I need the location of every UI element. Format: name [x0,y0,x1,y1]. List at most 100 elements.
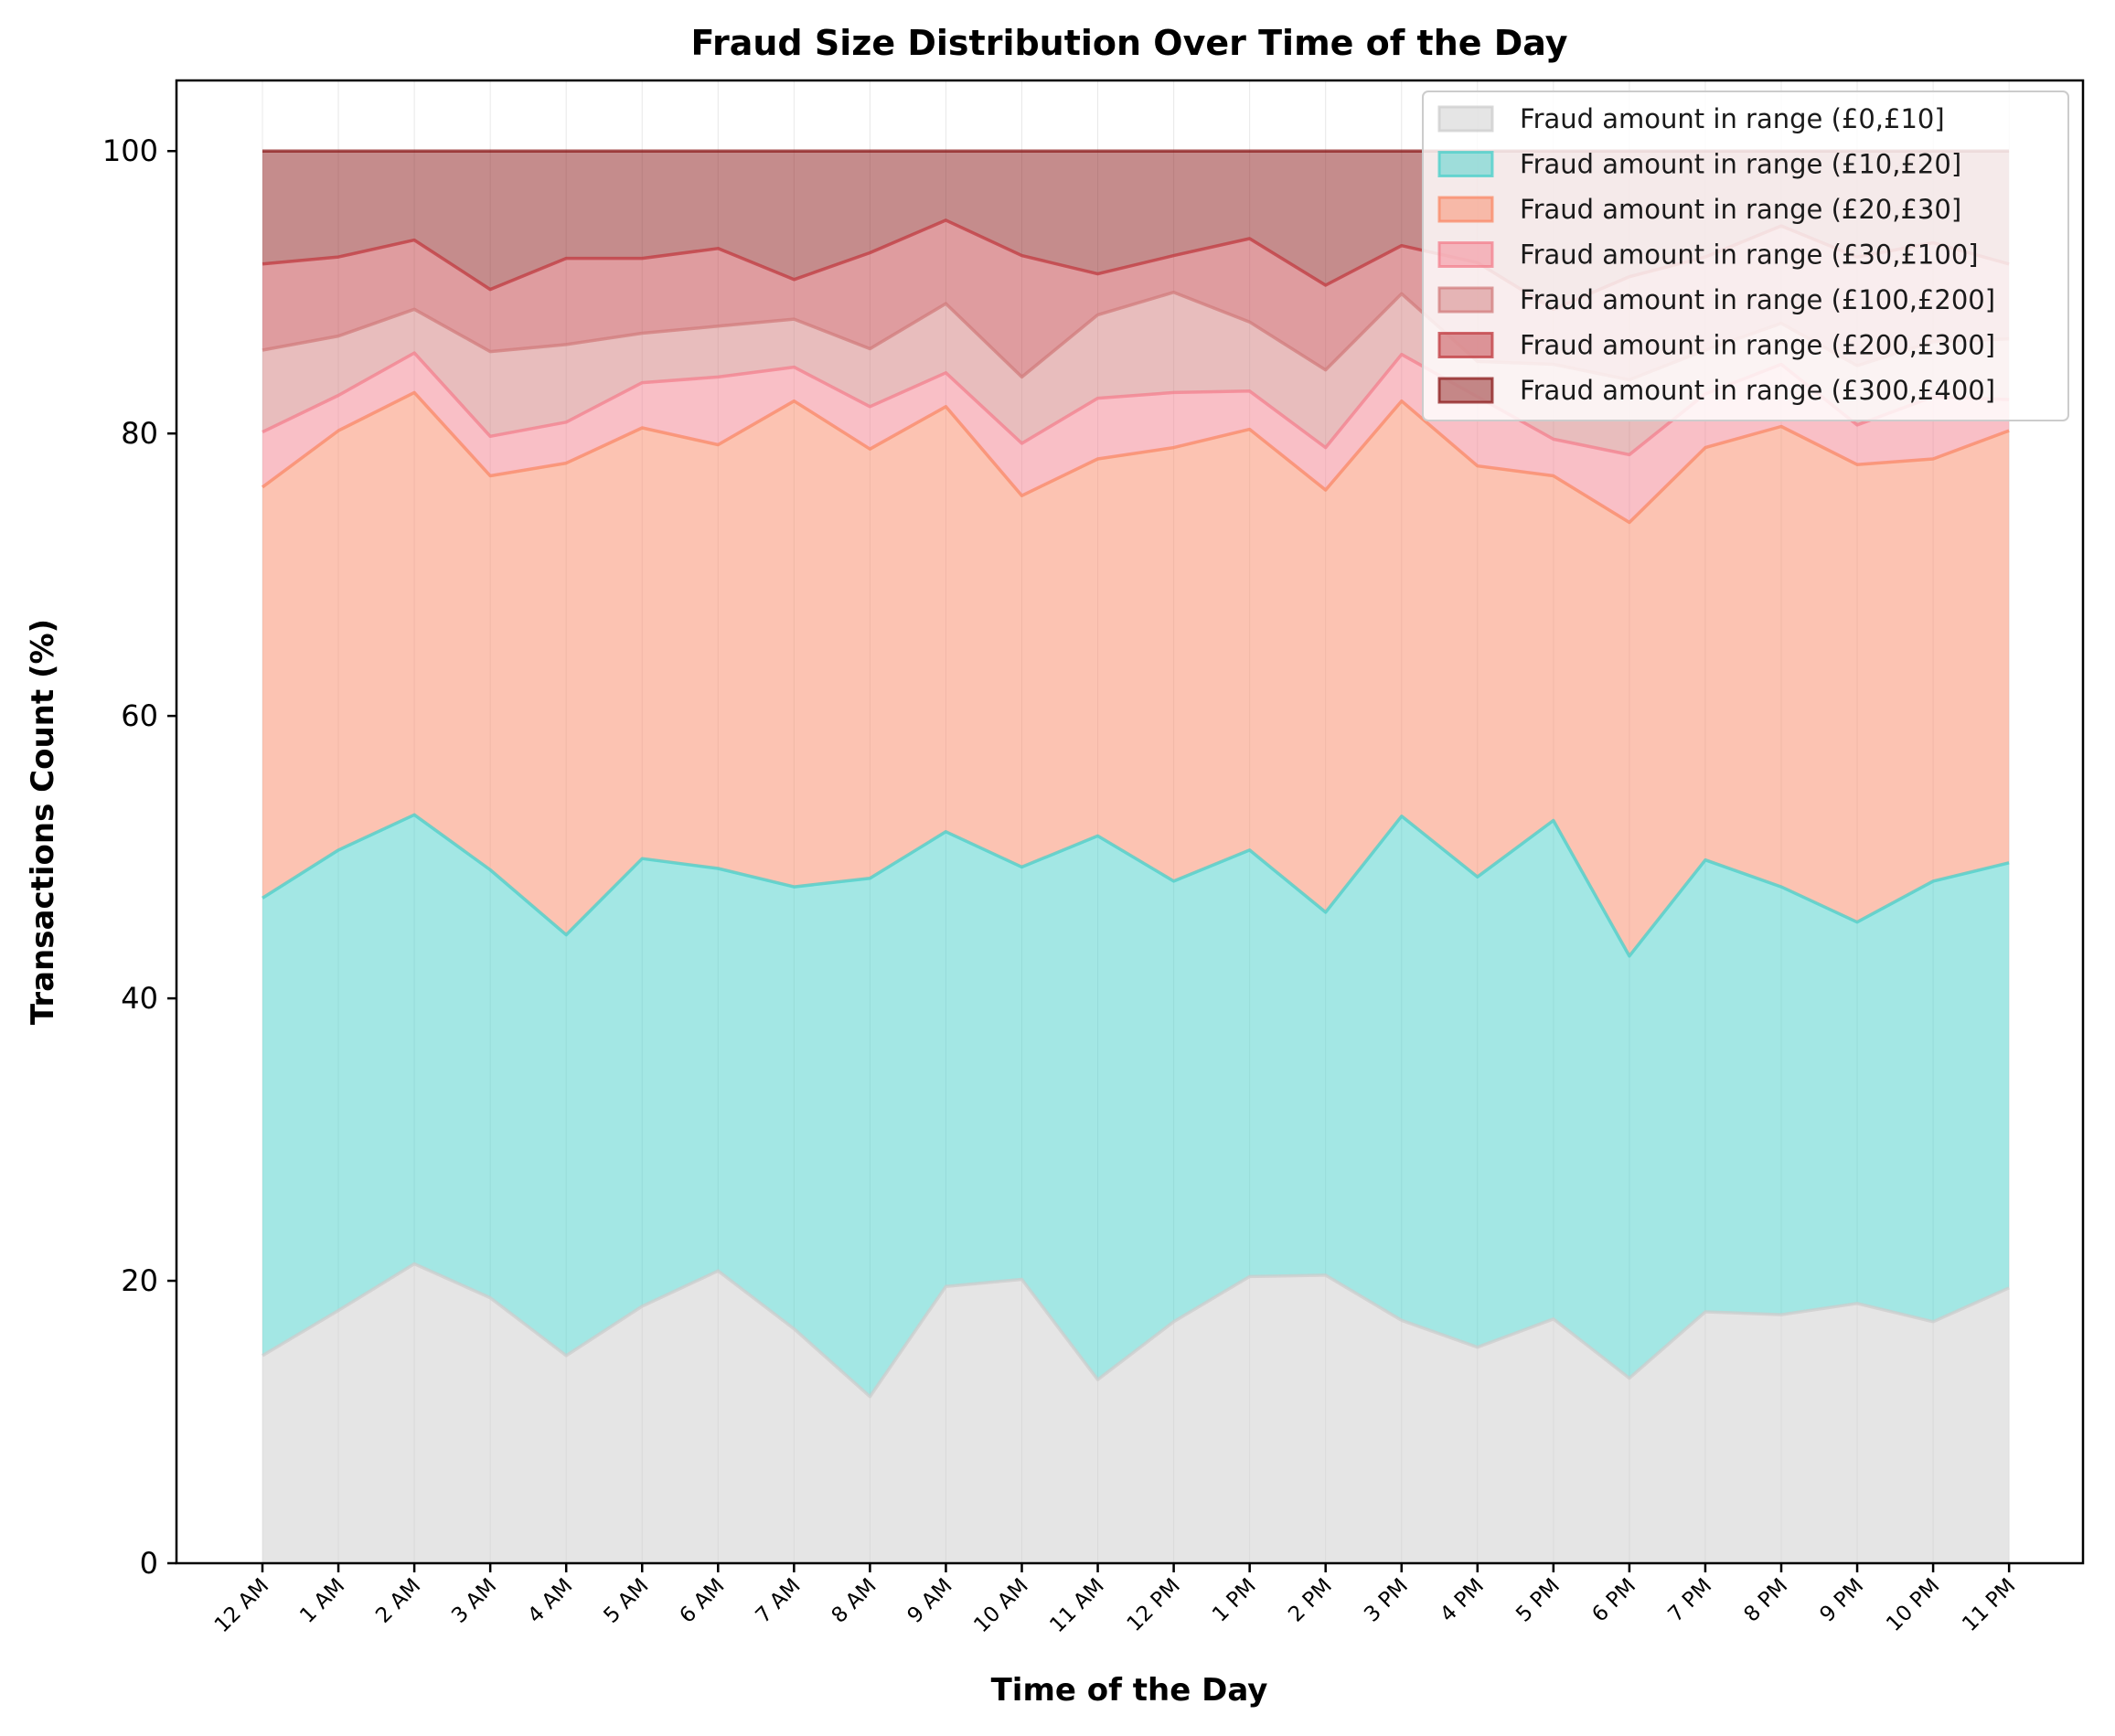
data-point [1096,272,1099,275]
data-point [717,325,720,327]
legend-swatch [1437,105,1494,133]
data-point [1020,150,1023,153]
data-point [413,150,416,153]
data-point [1248,150,1251,153]
data-point [489,150,492,153]
data-point [945,1285,947,1288]
data-point [1172,446,1175,449]
x-tick-label: 9 AM [903,1574,957,1628]
plot-frame [175,79,2085,1565]
x-tick-label: 3 AM [447,1574,501,1628]
data-point [641,332,644,335]
data-point [413,239,416,241]
data-point [793,366,796,368]
data-point [1020,376,1023,378]
data-point [565,933,568,936]
data-point [262,897,264,900]
line-series-3 [261,390,2010,525]
data-point [1400,150,1403,153]
data-point [641,857,644,860]
data-point [262,150,264,153]
data-point [1324,150,1327,153]
x-tick-label: 10 PM [1882,1574,1944,1636]
data-point [337,848,340,851]
data-point [1704,1311,1707,1314]
data-point [1324,284,1327,287]
data-point [641,1305,644,1307]
data-point [1096,397,1099,399]
data-point [793,1327,796,1330]
legend-swatch [1437,151,1494,177]
y-tick-label: 100 [102,133,158,168]
data-point [1096,835,1099,837]
area-series-3 [262,392,2010,956]
data-point [565,1354,568,1357]
data-point [717,443,720,446]
data-point [717,868,720,870]
x-tick-label: 8 AM [828,1574,881,1628]
data-point [945,218,947,221]
area-series-2 [262,815,2010,1397]
data-point [1096,314,1099,316]
y-axis-ticks: 0 20 40 60 80 100 [102,133,176,1581]
data-point [945,371,947,374]
data-point [1704,446,1707,449]
data-point [1932,879,1935,882]
x-tick-label: 11 AM [1045,1574,1108,1637]
y-axis-label: Transactions Count (%) [25,619,61,1025]
x-tick-label: 6 PM [1587,1574,1640,1627]
data-point [1324,1273,1327,1276]
data-point [1628,1377,1630,1379]
data-point [413,391,416,394]
data-point [413,814,416,816]
area-series-4 [262,353,2010,523]
x-tick-label: 1 PM [1208,1574,1261,1627]
data-point [1248,238,1251,240]
data-point [413,1262,416,1265]
data-point [1856,423,1859,426]
data-point [945,303,947,305]
data-point [565,150,568,153]
data-point [565,257,568,260]
data-point [641,150,644,153]
x-tick-label: 6 AM [675,1574,729,1628]
y-tick-label: 60 [121,698,158,733]
data-point [869,1395,871,1398]
data-point [1096,1379,1099,1381]
x-tick-label: 2 AM [371,1574,425,1628]
x-tick-label: 5 AM [599,1574,653,1628]
data-point [1324,489,1327,492]
data-point [1096,458,1099,461]
data-point [869,251,871,254]
data-point [1400,815,1403,817]
data-point [1096,150,1099,153]
x-tick-label: 10 AM [969,1574,1032,1637]
line-series-2 [262,813,2010,958]
data-point [489,868,492,871]
data-point [1172,1320,1175,1323]
x-tick-label: 7 PM [1663,1574,1716,1627]
legend-label: Fraud amount in range (£200,£300] [1520,330,1995,361]
data-point [489,1296,492,1299]
data-point [262,431,264,433]
legend-swatch [1437,196,1494,223]
y-tick-label: 20 [121,1263,158,1298]
data-point [2008,1286,2011,1289]
y-tick-label: 0 [140,1546,158,1581]
data-point [793,278,796,281]
plot-areas [262,151,2010,1563]
data-point [413,352,416,355]
data-point [262,349,264,352]
data-point [1932,1320,1935,1323]
x-axis-label: Time of the Day [991,1672,1268,1709]
data-point [1020,495,1023,497]
data-point [793,150,796,153]
data-point [1020,1278,1023,1281]
data-point [793,318,796,321]
x-tick-label: 12 PM [1123,1574,1185,1636]
data-point [869,877,871,879]
y-tick-label: 80 [121,416,158,451]
data-point [1628,521,1630,524]
data-point [262,1354,264,1357]
